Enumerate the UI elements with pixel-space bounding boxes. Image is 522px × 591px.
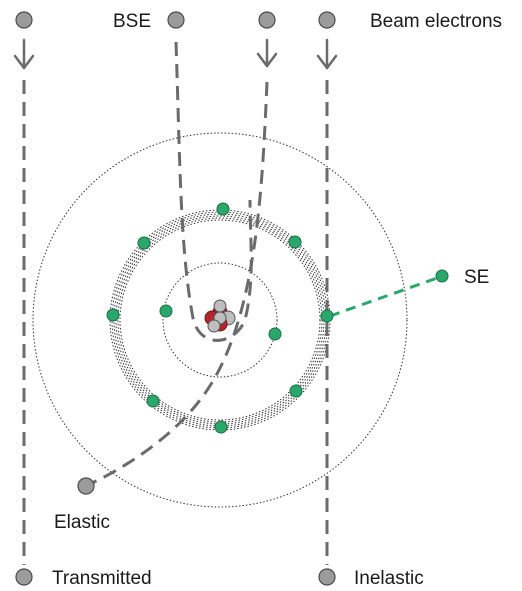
transmitted-label: Transmitted — [52, 568, 152, 589]
bse-trajectory — [174, 41, 253, 342]
orbital-electron — [146, 394, 160, 408]
transmitted-electron-end — [15, 568, 33, 586]
elastic-electron-start — [258, 11, 276, 29]
orbital-electron — [159, 304, 173, 318]
orbital-electron — [106, 308, 120, 322]
orbital-electron — [289, 384, 303, 398]
orbital-electron — [214, 420, 228, 434]
outer-boundary-circle — [32, 132, 408, 508]
inner-boundary-circle — [162, 262, 278, 378]
inelastic-label: Inelastic — [354, 568, 424, 589]
secondary-electron-path — [329, 275, 441, 318]
transmitted-trajectory — [13, 38, 35, 565]
se-label: SE — [464, 267, 489, 288]
inelastic-trajectory — [316, 38, 338, 565]
bse-electron — [167, 11, 185, 29]
elastic-trajectory — [91, 38, 278, 485]
secondary-electron — [435, 269, 449, 283]
elastic-label: Elastic — [54, 512, 110, 533]
orbital-electron — [288, 235, 302, 249]
inelastic-electron-end — [318, 568, 336, 586]
nucleus — [204, 299, 236, 333]
transmitted-electron-start — [15, 11, 33, 29]
orbital-electrons — [106, 202, 334, 434]
orbital-electron — [268, 327, 282, 341]
orbital-electron — [137, 236, 151, 250]
orbital-electron — [216, 202, 230, 216]
inelastic-electron-start — [318, 11, 336, 29]
beam-electrons-label: Beam electrons — [370, 11, 502, 32]
bse-label: BSE — [113, 11, 151, 32]
elastic-electron-end — [77, 477, 95, 495]
orbital-electron — [320, 309, 334, 323]
